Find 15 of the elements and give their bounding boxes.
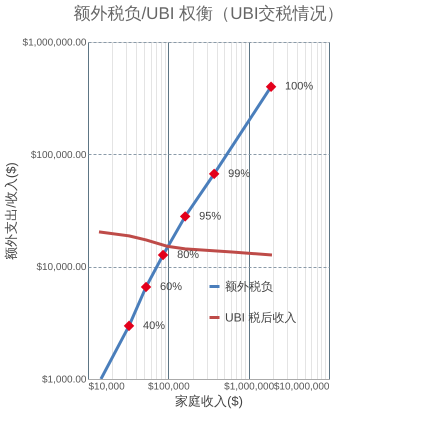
annotation: 80% [177,249,200,262]
y-tick-label: $1,000.00 [42,374,87,386]
chart-title: 额外税负/UBI 权衡（UBI交税情况） [73,4,344,23]
x-tick-label: $100,000 [148,382,190,392]
y-tick-label: $1,000,000.00 [22,38,87,48]
y-axis-title: 额外支出/收入($) [4,162,19,260]
annotation: 95% [199,210,222,222]
x-axis-title: 家庭收入($) [175,394,243,408]
y-tick-label: $10,000.00 [36,262,87,274]
annotation: 100% [285,80,314,93]
annotation: 40% [143,320,166,332]
x-tick-label: $10,000 [88,382,126,392]
x-tick-label: $1,000,000 [224,382,275,392]
y-tick-label: $100,000.00 [30,150,87,161]
x-tick-label: $10,000,000 [274,382,330,392]
